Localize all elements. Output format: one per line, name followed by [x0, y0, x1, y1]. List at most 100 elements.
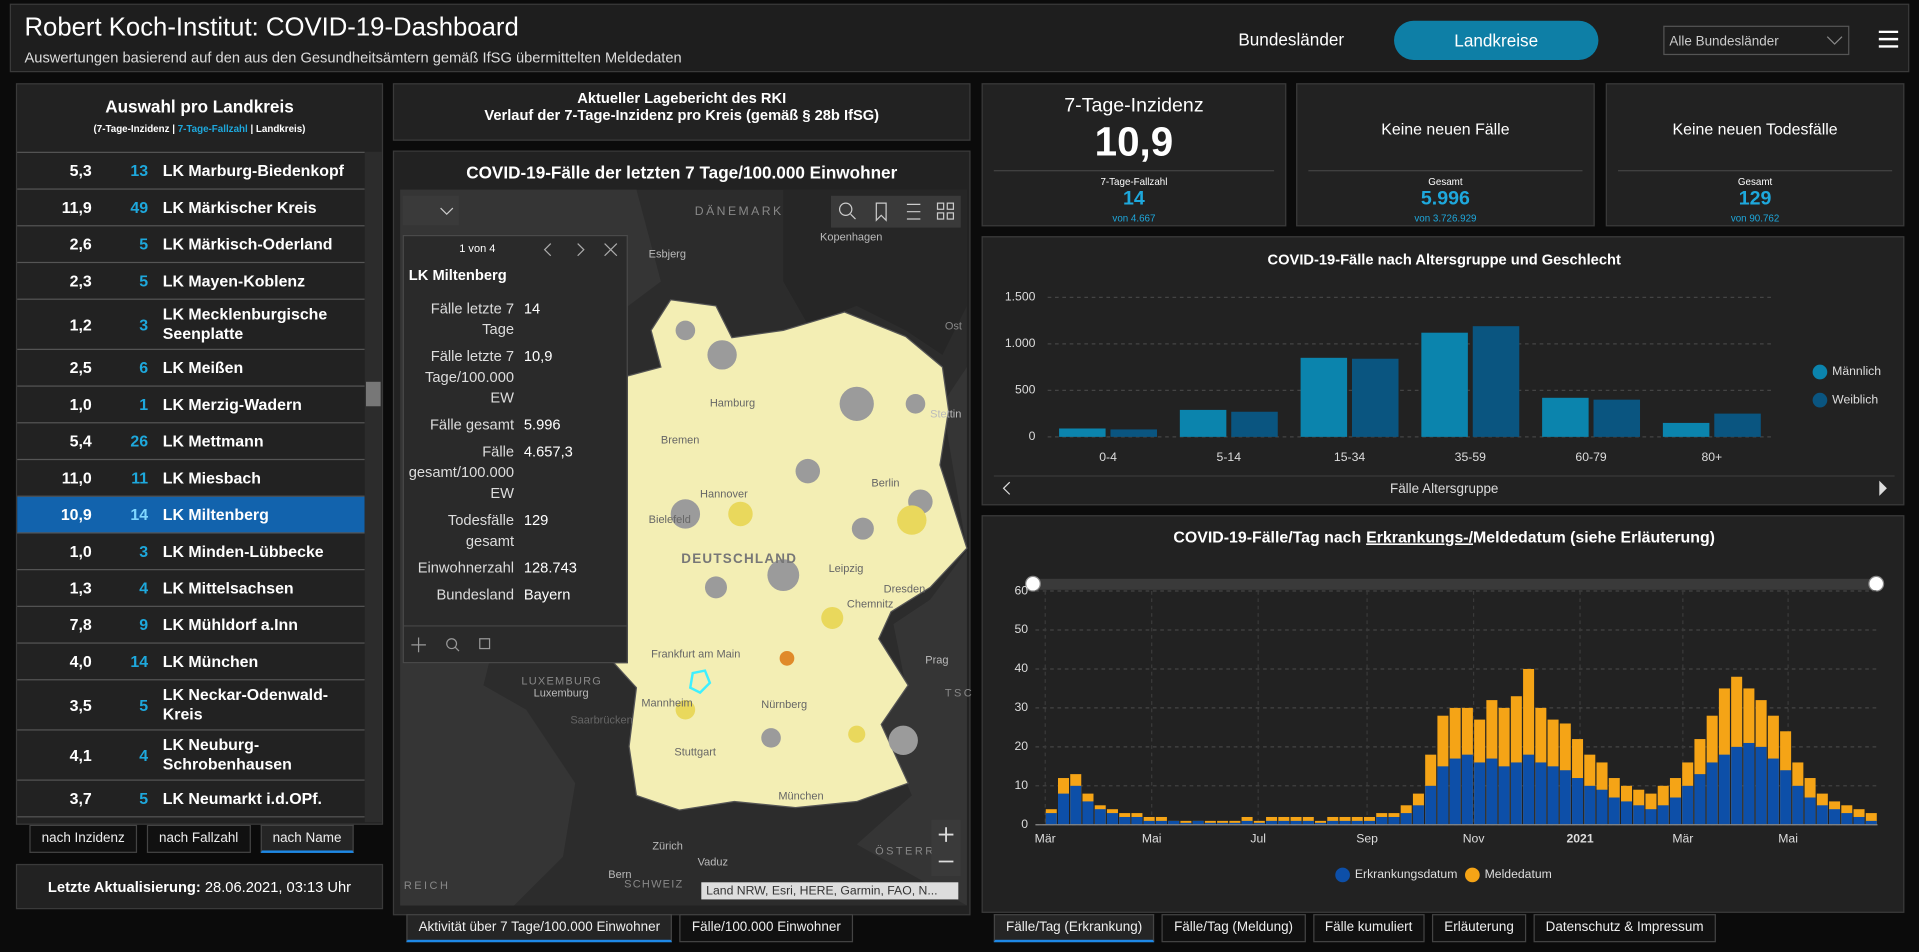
- district-row[interactable]: 1,0 3 LK Minden-Lübbecke: [17, 534, 365, 571]
- chart-tab[interactable]: Datenschutz & Impressum: [1533, 914, 1716, 943]
- range-slider[interactable]: [1032, 578, 1878, 590]
- bar: [1731, 746, 1743, 825]
- district-row[interactable]: 2,6 5 LK Märkisch-Oderland: [17, 226, 365, 264]
- popup-tools[interactable]: [411, 636, 509, 653]
- case-count: 3: [139, 542, 149, 561]
- case-count: 5: [139, 695, 149, 715]
- bar: [1743, 742, 1755, 825]
- district-name: LK Mittelsachsen: [162, 578, 294, 597]
- time-chart: 0 10 20 30 40 50 60 Mär Mai Jul Sep Nov 2021 Mär Mai Er…: [1014, 575, 1885, 883]
- district-name: LK Minden-Lübbecke: [162, 541, 324, 560]
- bar: [1816, 805, 1828, 825]
- district-row[interactable]: 7,8 9 LK Mühldorf a.Inn: [17, 607, 365, 644]
- map-toolbar[interactable]: [831, 195, 961, 228]
- slider-handle[interactable]: [1025, 575, 1041, 592]
- sort-button[interactable]: nach Inzidenz: [29, 824, 137, 853]
- bar: [1523, 668, 1535, 825]
- legend-label: Weiblich: [1832, 392, 1878, 406]
- case-count: 14: [130, 505, 149, 524]
- map-tab[interactable]: Aktivität über 7 Tage/100.000 Einwohner: [406, 914, 673, 943]
- district-row[interactable]: 11,0 11 LK Miesbach: [17, 460, 365, 497]
- slider-handle[interactable]: [1868, 575, 1885, 592]
- sort-button[interactable]: nach Fallzahl: [146, 824, 251, 853]
- district-row[interactable]: 5,4 26 LK Mettmann: [17, 423, 365, 461]
- bar: [1510, 762, 1522, 825]
- bar: [1829, 809, 1841, 825]
- district-row[interactable]: 10,9 14 LK Miltenberg: [17, 496, 365, 534]
- scroll-thumb[interactable]: [365, 381, 381, 407]
- district-row[interactable]: 3,7 5 LK Neumarkt i.d.OPf.: [17, 781, 365, 818]
- map-label: Saarbrücken: [570, 715, 632, 727]
- incidence: 3,5: [69, 695, 92, 715]
- district-row[interactable]: 1,3 4 LK Mittelsachsen: [17, 570, 365, 607]
- incidence: 4,1: [69, 745, 92, 765]
- x-tick-label: Sep: [1356, 832, 1378, 846]
- bar: [1168, 820, 1180, 825]
- dropdown[interactable]: Alle Bundesländer: [1663, 25, 1850, 56]
- map-header-line: Verlauf der 7-Tage-Inzidenz pro Kreis (g…: [484, 106, 880, 124]
- district-row[interactable]: 1,2 3 LK Mecklenburgische Seenplatte: [17, 300, 365, 350]
- x-tick-label: 5-14: [1217, 450, 1242, 464]
- popup-footer: [403, 625, 627, 627]
- kpi-card: [981, 83, 1287, 227]
- bar: [1706, 762, 1718, 825]
- bar: [1339, 820, 1351, 825]
- case-count: 14: [130, 652, 149, 671]
- scrollbar[interactable]: [364, 151, 382, 823]
- bar: [1682, 785, 1694, 825]
- popup-fields: Fälle letzte 7 Tage 14 Fälle letzte 7 Tage…: [404, 292, 629, 611]
- field-label: Fälle letzte 7 Tage: [430, 299, 515, 338]
- title-part: Erkrankungs-/: [1366, 530, 1473, 547]
- district-row[interactable]: 11,9 49 LK Märkischer Kreis: [17, 190, 365, 227]
- incidence: 2,5: [69, 358, 92, 377]
- bar: [1584, 785, 1596, 825]
- district-name: LK Mettmann: [162, 431, 264, 450]
- scroll-arrow[interactable]: [1002, 481, 1011, 495]
- legend-swatch: [1465, 867, 1480, 883]
- district-row[interactable]: 2,3 5 LK Mayen-Koblenz: [17, 263, 365, 300]
- district-row[interactable]: 5,3 13 LK Marburg-Biedenkopf: [17, 153, 365, 190]
- bar: [1351, 820, 1363, 825]
- chart-tab[interactable]: Fälle/Tag (Erkrankung): [993, 914, 1155, 943]
- menu-icon[interactable]: [1878, 30, 1899, 48]
- bar: [1119, 816, 1131, 825]
- bar: [1315, 822, 1327, 825]
- chart-tab[interactable]: Fälle kumuliert: [1312, 914, 1425, 943]
- nav-button-active[interactable]: Landkreise: [1394, 20, 1599, 60]
- bar: [1865, 820, 1877, 825]
- popup-controls[interactable]: [541, 241, 627, 258]
- popup-field: Fälle gesamt 5.996: [404, 415, 629, 436]
- sort-button[interactable]: nach Name: [260, 824, 354, 853]
- map-header-line: Aktueller Lagebericht des RKI: [577, 89, 787, 107]
- map-tab[interactable]: Fälle/100.000 Einwohner: [679, 914, 854, 943]
- bar: [1412, 805, 1424, 825]
- bar: [1327, 820, 1339, 825]
- divider: [1617, 170, 1893, 172]
- district-row[interactable]: 1,0 1 LK Merzig-Wadern: [17, 387, 365, 424]
- kpi-sub-value: 14: [1123, 188, 1145, 210]
- y-tick-label: 0: [1029, 429, 1036, 443]
- popup-field: Todesfälle gesamt 129: [404, 510, 629, 552]
- dropdown-arrow: [1826, 36, 1843, 45]
- chart-tab[interactable]: Fälle/Tag (Meldung): [1161, 914, 1306, 943]
- bar: [1792, 785, 1804, 825]
- kpi-title: Keine neuen Fälle: [1381, 119, 1510, 139]
- bar: [1596, 789, 1608, 825]
- nav-button[interactable]: Bundesländer: [1238, 29, 1345, 49]
- y-tick-label: 1.000: [1005, 336, 1036, 350]
- case-count: 4: [139, 578, 149, 598]
- case-count: 9: [139, 615, 149, 634]
- district-row[interactable]: 4,1 4 LK Neuburg-Schrobenhausen: [17, 731, 365, 781]
- chart-tab[interactable]: Erläuterung: [1432, 914, 1527, 943]
- scroll-arrow[interactable]: [1879, 480, 1887, 496]
- district-row[interactable]: 4,0 14 LK München: [17, 644, 365, 681]
- bar: [1106, 813, 1118, 825]
- district-row[interactable]: 2,5 6 LK Meißen: [17, 350, 365, 387]
- subtitle: Auswertungen basierend auf den aus den G…: [24, 48, 682, 67]
- district-name: LK Neckar-Odenwald-Kreis: [162, 685, 329, 724]
- y-tick-label: 50: [1014, 622, 1028, 636]
- district-row[interactable]: 3,5 5 LK Neckar-Odenwald-Kreis: [17, 680, 365, 731]
- bar: [1472, 326, 1520, 437]
- case-count: 5: [139, 234, 149, 254]
- bar: [1767, 758, 1779, 825]
